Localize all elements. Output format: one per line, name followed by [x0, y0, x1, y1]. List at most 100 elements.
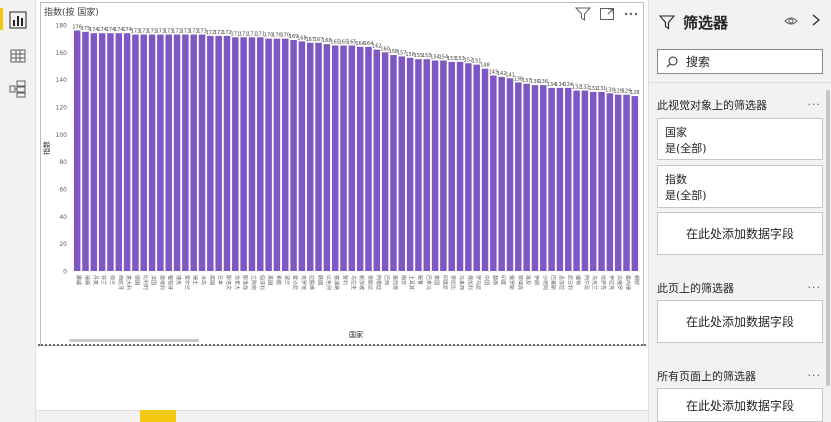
- y-tick-label: 140: [56, 77, 68, 84]
- bar-data-label: 136: [530, 79, 540, 85]
- bar-data-label: 174: [97, 27, 107, 33]
- report-view-icon[interactable]: [9, 11, 27, 29]
- bar-chart-visual[interactable]: 0 20 40 60 80 100 120 140 160 180 指数 176 挪威 175 瑞典 174 丹…: [40, 2, 644, 346]
- add-visual-filter-field[interactable]: 在此处添加数据字段: [657, 212, 823, 255]
- bar-data-label: 175: [81, 26, 91, 32]
- bar-data-label: 168: [297, 35, 307, 41]
- bar-data-label: 172: [222, 30, 232, 36]
- bar: [506, 78, 514, 271]
- x-tick-label: 加拿大: [233, 275, 240, 290]
- divider: [649, 82, 831, 83]
- bar: [565, 87, 572, 271]
- bar: [148, 34, 156, 271]
- bar: [398, 56, 406, 271]
- x-tick-label: 南非: [400, 275, 407, 285]
- x-tick-label: 法国: [150, 275, 157, 285]
- bar-data-label: 152: [464, 57, 474, 63]
- active-view-indicator: [0, 8, 3, 30]
- bar-data-label: 165: [330, 40, 340, 46]
- x-tick-label: 保加利: [466, 275, 473, 290]
- x-tick-label: 西班牙: [117, 275, 124, 290]
- x-tick-label: 奥地利: [158, 275, 165, 290]
- report-canvas[interactable]: 0 20 40 60 80 100 120 140 160 180 指数 176 挪威 175 瑞典 174 丹…: [36, 0, 648, 422]
- y-tick-label: 100: [56, 132, 68, 139]
- active-page-tab[interactable]: [140, 410, 176, 422]
- data-view-icon[interactable]: [9, 47, 27, 65]
- visual-filters-heading: 此视觉对象上的筛选器: [657, 99, 767, 112]
- y-tick-label: 40: [59, 214, 67, 221]
- visual-filters-more-icon[interactable]: ...: [807, 95, 821, 108]
- search-placeholder: 搜索: [686, 55, 711, 69]
- add-all-pages-filter-field[interactable]: 在此处添加数据字段: [657, 388, 823, 422]
- filter-icon[interactable]: [574, 6, 592, 21]
- more-options-icon[interactable]: [623, 6, 639, 20]
- bar-data-label: 155: [414, 53, 424, 59]
- bar: [415, 59, 422, 271]
- bar-data-label: 169: [289, 34, 299, 40]
- bar: [240, 37, 247, 271]
- bar-data-label: 151: [472, 59, 482, 65]
- focus-mode-icon[interactable]: [599, 6, 615, 20]
- horizontal-scrollbar[interactable]: [69, 339, 199, 342]
- bar: [348, 45, 356, 271]
- bar-data-label: 166: [322, 38, 332, 44]
- x-tick-label: 泰国: [433, 275, 440, 285]
- bar-data-label: 129: [622, 89, 632, 95]
- x-tick-label: 克罗地: [300, 275, 307, 290]
- bar-data-label: 176: [72, 24, 82, 30]
- model-view-icon[interactable]: [9, 80, 27, 98]
- bar-data-label: 156: [405, 52, 415, 58]
- x-tick-label: 葡萄牙: [167, 275, 174, 290]
- bar-data-label: 173: [147, 29, 157, 35]
- filter-card-country[interactable]: 国家 是(全部): [657, 118, 823, 160]
- bar: [140, 34, 147, 271]
- x-tick-label: 墨西哥: [391, 275, 397, 290]
- bar: [182, 34, 189, 271]
- x-tick-label: 菲律宾: [516, 275, 523, 290]
- bar: [356, 46, 364, 271]
- y-tick-label: 60: [59, 187, 67, 194]
- bar-data-label: 128: [630, 90, 640, 96]
- bar-data-label: 172: [214, 30, 224, 36]
- bar-data-label: 173: [189, 29, 199, 35]
- add-page-filter-field[interactable]: 在此处添加数据字段: [657, 300, 823, 343]
- bar-data-label: 137: [522, 78, 532, 84]
- x-tick-label: 巴西: [383, 275, 389, 285]
- bar: [456, 61, 464, 272]
- bar: [481, 68, 489, 271]
- x-tick-label: 瑞士: [192, 275, 199, 285]
- y-tick-label: 80: [59, 159, 67, 166]
- x-tick-label: 巴拿马: [425, 275, 432, 290]
- bar: [215, 35, 222, 271]
- filter-pane-scrollbar[interactable]: [826, 90, 830, 386]
- x-tick-label: 芬兰: [100, 275, 107, 285]
- bar: [73, 30, 81, 271]
- bar-data-label: 134: [555, 82, 565, 88]
- x-tick-label: 意大利: [125, 275, 132, 290]
- bar-data-label: 153: [455, 56, 465, 62]
- all-pages-filters-more-icon[interactable]: ...: [807, 366, 821, 379]
- bar: [132, 34, 139, 271]
- x-tick-label: 捷克: [175, 275, 182, 285]
- chevron-right-icon[interactable]: [810, 13, 822, 27]
- bar: [323, 44, 331, 272]
- x-tick-label: 智利: [342, 275, 349, 285]
- page-filters-more-icon[interactable]: ...: [807, 278, 821, 291]
- bar: [573, 90, 580, 271]
- eye-icon[interactable]: [784, 14, 798, 28]
- bar: [631, 96, 639, 271]
- x-axis-label: 国家: [349, 330, 363, 339]
- y-tick-label: 120: [56, 105, 68, 112]
- filter-card-index[interactable]: 指数 是(全部): [657, 165, 823, 208]
- bar-data-label: 162: [372, 44, 382, 50]
- bar-data-label: 164: [364, 41, 374, 47]
- x-tick-label: 尼日利: [566, 275, 573, 290]
- filter-card-value: 是(全部): [665, 142, 707, 155]
- bar-data-label: 171: [239, 31, 249, 37]
- bar: [165, 34, 172, 271]
- bar-data-label: 171: [256, 31, 266, 37]
- bar-data-label: 173: [181, 29, 191, 35]
- bar: [606, 93, 614, 271]
- filter-search-input[interactable]: 搜索: [657, 49, 823, 74]
- x-tick-label: 乌拉圭: [350, 275, 357, 290]
